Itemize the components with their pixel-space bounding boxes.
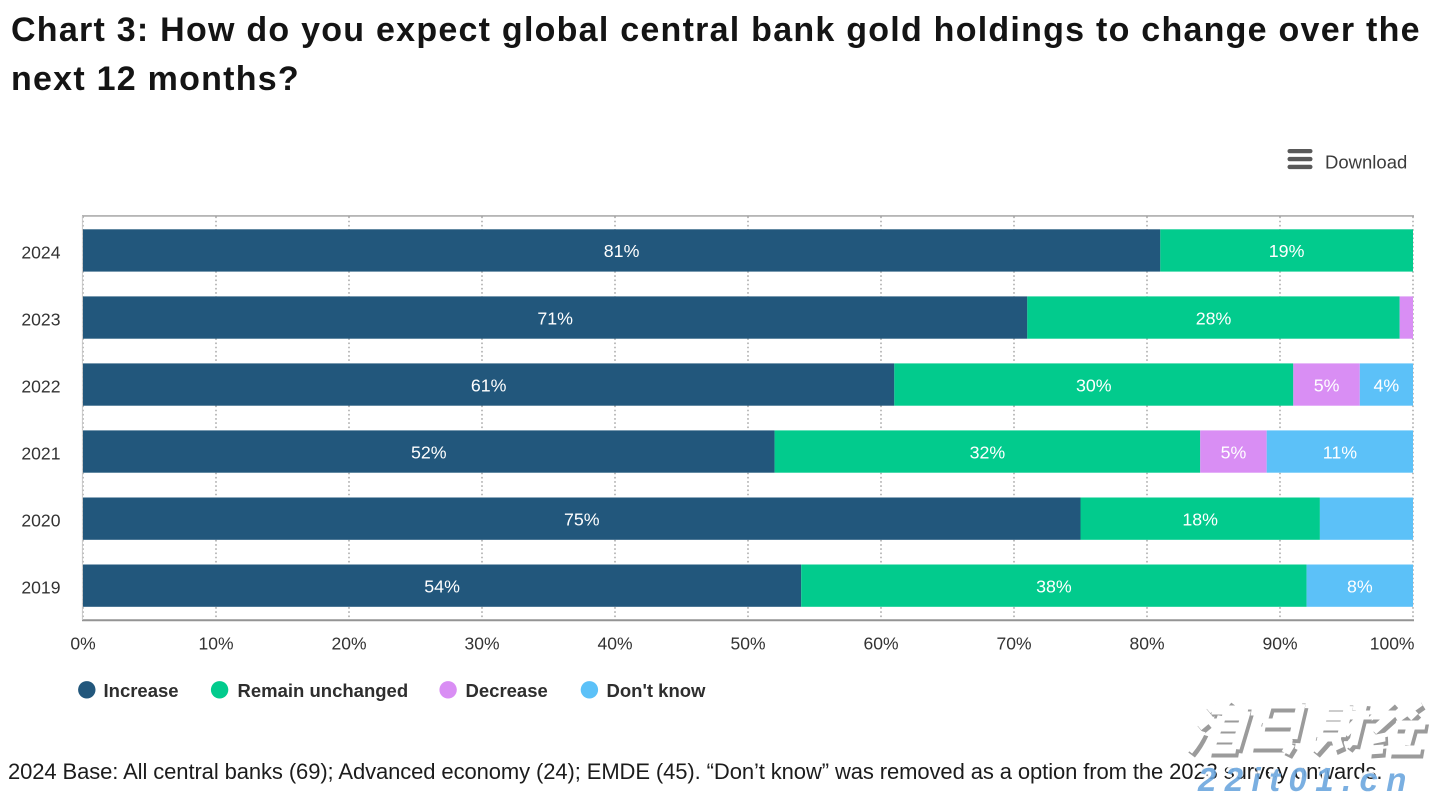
svg-text:30%: 30% <box>1076 375 1112 395</box>
svg-text:2019: 2019 <box>21 578 60 598</box>
svg-text:71%: 71% <box>537 308 573 328</box>
svg-text:2021: 2021 <box>21 444 60 464</box>
svg-text:10%: 10% <box>198 633 233 653</box>
svg-text:70%: 70% <box>996 633 1031 653</box>
svg-text:61%: 61% <box>471 375 507 395</box>
svg-text:8%: 8% <box>1347 576 1373 596</box>
svg-text:32%: 32% <box>970 442 1006 462</box>
svg-text:60%: 60% <box>863 633 898 653</box>
svg-text:18%: 18% <box>1182 509 1218 529</box>
svg-text:4%: 4% <box>1374 375 1400 395</box>
svg-text:Download: Download <box>1325 151 1407 172</box>
svg-text:Increase: Increase <box>104 680 179 701</box>
svg-text:30%: 30% <box>464 633 499 653</box>
svg-text:Decrease: Decrease <box>466 680 548 701</box>
svg-text:Don't know: Don't know <box>607 680 707 701</box>
svg-text:100%: 100% <box>1370 633 1415 653</box>
svg-text:2022: 2022 <box>21 376 60 396</box>
svg-text:90%: 90% <box>1262 633 1297 653</box>
svg-text:11%: 11% <box>1323 442 1357 462</box>
svg-text:2024: 2024 <box>21 242 60 262</box>
svg-text:2023: 2023 <box>21 309 60 329</box>
svg-text:54%: 54% <box>424 576 460 596</box>
svg-text:0%: 0% <box>70 633 95 653</box>
svg-text:38%: 38% <box>1036 576 1072 596</box>
svg-text:50%: 50% <box>730 633 765 653</box>
svg-text:40%: 40% <box>597 633 632 653</box>
svg-text:2020: 2020 <box>21 511 60 531</box>
svg-text:Remain unchanged: Remain unchanged <box>238 680 409 701</box>
svg-text:52%: 52% <box>411 442 447 462</box>
svg-text:5%: 5% <box>1314 375 1340 395</box>
svg-text:28%: 28% <box>1196 308 1232 328</box>
svg-text:5%: 5% <box>1221 442 1247 462</box>
svg-text:75%: 75% <box>564 509 600 529</box>
svg-text:81%: 81% <box>604 241 640 261</box>
svg-text:20%: 20% <box>331 633 366 653</box>
svg-text:19%: 19% <box>1269 241 1305 261</box>
svg-text:80%: 80% <box>1129 633 1164 653</box>
